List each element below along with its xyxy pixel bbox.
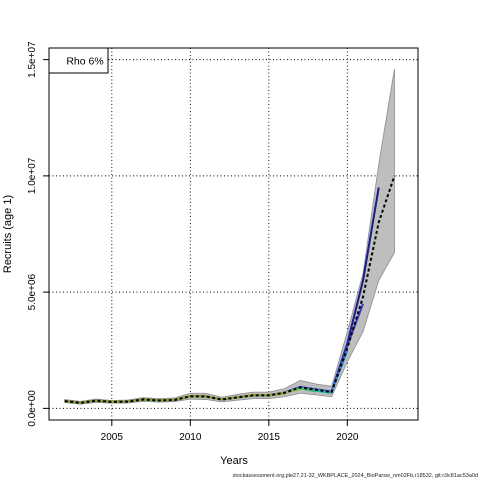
confidence-band-group [64,68,395,405]
base-series-group [64,175,396,404]
grid-lines [49,48,418,420]
x-axis: 2005 2010 2015 2020 [101,420,359,443]
y-tick-label: 1.5e+07 [27,41,38,78]
y-axis: 0.0e+00 5.0e+06 1.0e+07 1.5e+07 [27,41,49,427]
x-tick-label: 2020 [336,432,359,443]
y-tick-label: 1.0e+07 [27,157,38,194]
legend: Rho 6% [48,47,109,74]
y-axis-title: Recruits (age 1) [2,195,14,273]
x-tick-label: 2015 [258,432,281,443]
x-axis-title: Years [220,455,248,467]
footer-text: stockassessment.org,ple27.21-32_WKBPLACE… [232,473,478,479]
legend-text: Rho 6% [66,56,103,68]
base-series-line [64,175,396,404]
x-tick-label: 2005 [101,432,124,443]
x-tick-label: 2010 [179,432,202,443]
y-tick-label: 5.0e+06 [27,273,38,310]
legend-box [48,47,109,74]
confidence-band [64,68,395,405]
plot-frame [48,47,419,421]
y-tick-label: 0.0e+00 [27,390,38,427]
